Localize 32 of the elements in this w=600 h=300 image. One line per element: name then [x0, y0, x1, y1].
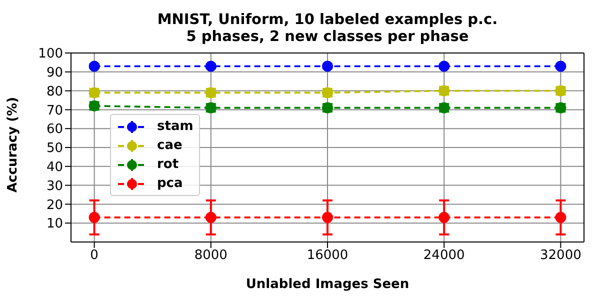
x-axis-title: Unlabled Images Seen	[246, 277, 410, 292]
point	[205, 212, 216, 223]
y-tick-label: 90	[46, 66, 63, 81]
legend-label: rot	[157, 157, 179, 172]
x-tick-label: 32000	[540, 248, 582, 264]
y-tick-label: 50	[46, 141, 63, 156]
y-tick-label: 20	[46, 198, 63, 213]
y-tick-label: 70	[46, 103, 63, 118]
x-tick-label: 0	[90, 248, 98, 264]
point	[205, 60, 216, 72]
point	[438, 60, 450, 72]
y-axis-title: Accuracy (%)	[6, 96, 21, 192]
point	[88, 212, 100, 223]
point	[88, 60, 100, 72]
legend-label: pca	[157, 176, 183, 191]
y-tick-label: 100	[38, 46, 63, 62]
legend-label: stam	[157, 119, 194, 134]
y-tick-label: 60	[46, 122, 63, 138]
point	[555, 60, 566, 72]
x-tick-label: 8000	[194, 248, 228, 264]
x-tick-label: 24000	[423, 248, 465, 264]
y-tick-label: 10	[46, 216, 63, 232]
y-tick-label: 80	[46, 84, 63, 100]
chart-title: MNIST, Uniform, 10 labeled examples p.c. 5 phases, 2 new classes per phase	[156, 12, 499, 46]
point	[322, 60, 333, 72]
y-tick-label: 30	[46, 178, 63, 194]
y-tick-label: 40	[46, 160, 63, 176]
point	[438, 212, 450, 223]
point	[555, 212, 566, 223]
legend-label: cae	[157, 138, 182, 153]
point	[322, 212, 333, 223]
x-tick-label: 16000	[306, 248, 348, 264]
